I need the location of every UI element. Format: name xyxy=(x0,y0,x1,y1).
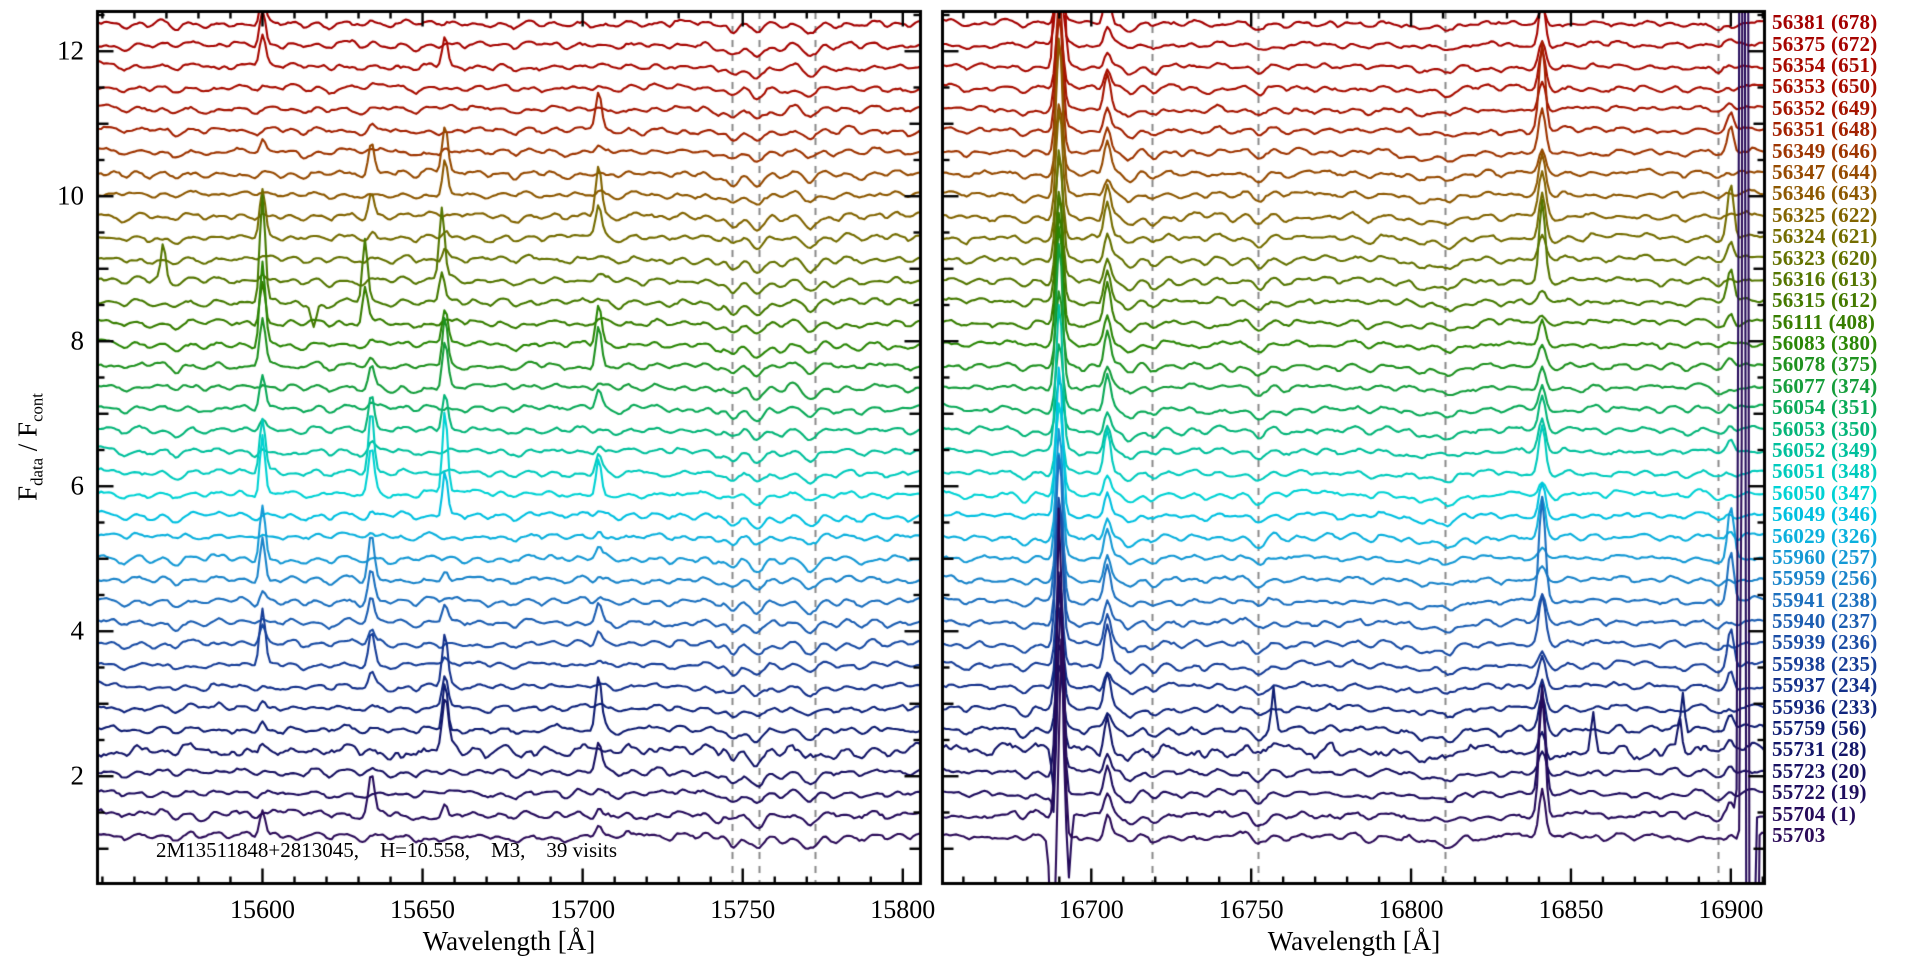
visit-label: 56354 (651) xyxy=(1772,53,1878,78)
visit-label: 56052 (349) xyxy=(1772,438,1878,462)
visit-label: 56352 (649) xyxy=(1772,95,1878,120)
x-tick-label: 15700 xyxy=(550,895,616,924)
visit-label: 56111 (408) xyxy=(1772,309,1876,334)
visit-label: 55723 (20) xyxy=(1772,758,1867,783)
x-tick-label: 15600 xyxy=(229,895,295,924)
visit-label: 55703 xyxy=(1772,822,1826,847)
x-tick-label: 16700 xyxy=(1058,895,1124,924)
x-axis-title-right: Wavelength [Å] xyxy=(1267,926,1441,956)
y-tick-label: 8 xyxy=(70,325,85,356)
visit-label: 55731 (28) xyxy=(1772,737,1867,762)
y-tick-label: 12 xyxy=(57,35,84,66)
visit-label: 56381 (678) xyxy=(1772,10,1878,35)
visit-label: 56051 (348) xyxy=(1772,459,1878,484)
visit-label: 56325 (622) xyxy=(1772,202,1878,227)
visit-label: 56347 (644) xyxy=(1772,159,1878,184)
visit-label: 56316 (613) xyxy=(1772,266,1878,291)
visit-label: 56375 (672) xyxy=(1772,31,1878,56)
visit-label: 55936 (233) xyxy=(1772,694,1878,719)
visit-label: 56077 (374) xyxy=(1772,373,1878,398)
x-tick-label: 16850 xyxy=(1538,895,1604,924)
visit-label: 56054 (351) xyxy=(1772,395,1878,420)
x-tick-label: 16750 xyxy=(1218,895,1284,924)
y-tick-label: 10 xyxy=(57,180,84,211)
visit-label: 56050 (347) xyxy=(1772,480,1878,505)
x-tick-label: 16800 xyxy=(1378,895,1444,924)
visit-label: 55939 (236) xyxy=(1772,630,1878,655)
visit-label: 55960 (257) xyxy=(1772,544,1878,569)
visit-label: 55938 (235) xyxy=(1772,651,1878,676)
visit-label: 56083 (380) xyxy=(1772,331,1878,356)
visit-label: 55940 (237) xyxy=(1772,609,1878,634)
visit-label: 55937 (234) xyxy=(1772,673,1878,698)
x-tick-label: 15800 xyxy=(870,895,936,924)
y-axis-title: Fdata / Fcont xyxy=(12,393,47,501)
x-tick-label: 16900 xyxy=(1698,895,1764,924)
visit-label: 56351 (648) xyxy=(1772,117,1878,142)
visit-label: 56349 (646) xyxy=(1772,138,1878,163)
visit-label: 56029 (326) xyxy=(1772,523,1878,548)
visit-label: 56049 (346) xyxy=(1772,502,1878,527)
visit-label: 56324 (621) xyxy=(1772,224,1878,249)
visit-label: 56053 (350) xyxy=(1772,416,1878,441)
visit-label: 55959 (256) xyxy=(1772,566,1878,591)
visit-label: 56323 (620) xyxy=(1772,245,1878,270)
visit-label: 56353 (650) xyxy=(1772,74,1878,99)
visit-label: 55941 (238) xyxy=(1772,587,1878,612)
visit-label: 56078 (375) xyxy=(1772,352,1878,377)
x-tick-label: 15650 xyxy=(390,895,456,924)
visit-label: 55759 (56) xyxy=(1772,716,1867,741)
y-tick-label: 6 xyxy=(70,470,85,501)
visit-label: 56346 (643) xyxy=(1772,181,1878,206)
visit-label: 56315 (612) xyxy=(1772,288,1878,313)
y-tick-label: 2 xyxy=(70,760,85,791)
x-tick-label: 15750 xyxy=(710,895,776,924)
target-annotation: 2M13511848+2813045, H=10.558, M3, 39 vis… xyxy=(156,838,618,862)
y-tick-label: 4 xyxy=(70,615,85,646)
visit-label: 55704 (1) xyxy=(1772,801,1857,826)
visit-label: 55722 (19) xyxy=(1772,780,1867,805)
x-axis-title-left: Wavelength [Å] xyxy=(422,926,596,956)
